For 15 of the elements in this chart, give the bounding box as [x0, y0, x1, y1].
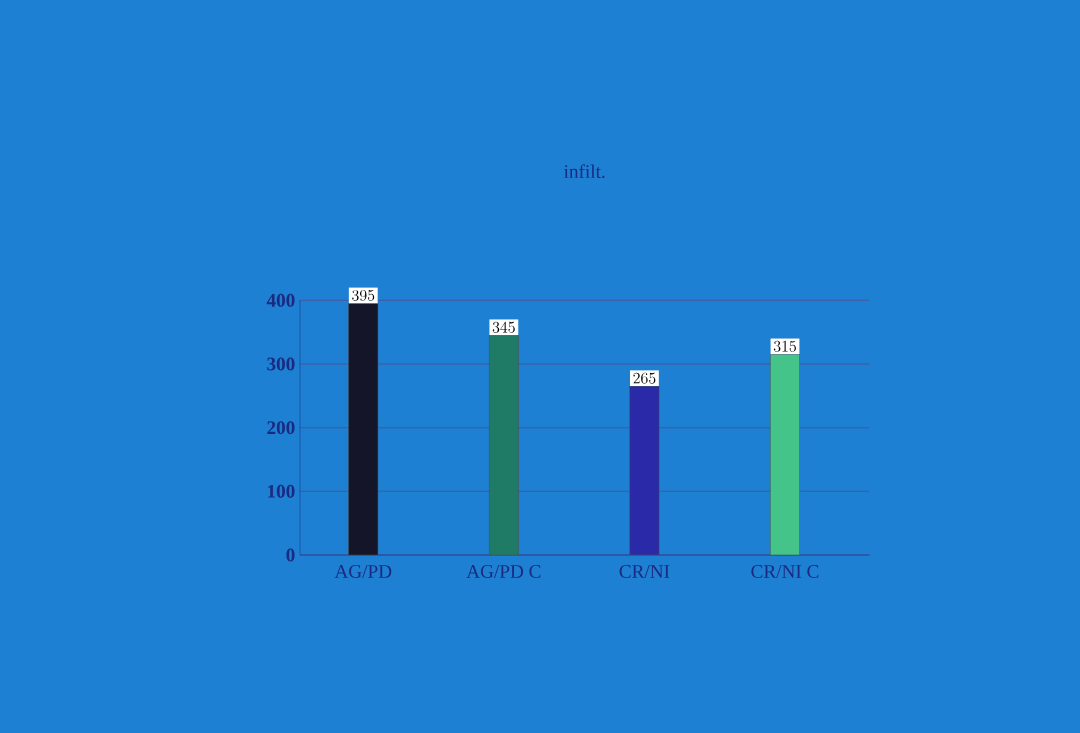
x-tick-label: CR/NI: [619, 565, 670, 578]
x-tick-label: AG/PD C: [466, 565, 541, 578]
data-label: 315: [773, 340, 796, 352]
x-tick-label: AG/PD: [334, 565, 392, 578]
bar: [629, 386, 660, 555]
y-tick-label: 400: [266, 293, 295, 307]
chart-title: infilt.: [564, 164, 605, 179]
data-label: 395: [352, 289, 375, 301]
y-tick-label: 300: [267, 357, 295, 371]
y-tick-label: 100: [268, 484, 295, 498]
x-tick-label: CR/NI C: [751, 565, 819, 578]
data-label: 265: [633, 372, 656, 384]
y-tick-label: 200: [267, 421, 295, 435]
data-label: 345: [492, 321, 515, 333]
y-tick-label: 0: [286, 548, 295, 562]
